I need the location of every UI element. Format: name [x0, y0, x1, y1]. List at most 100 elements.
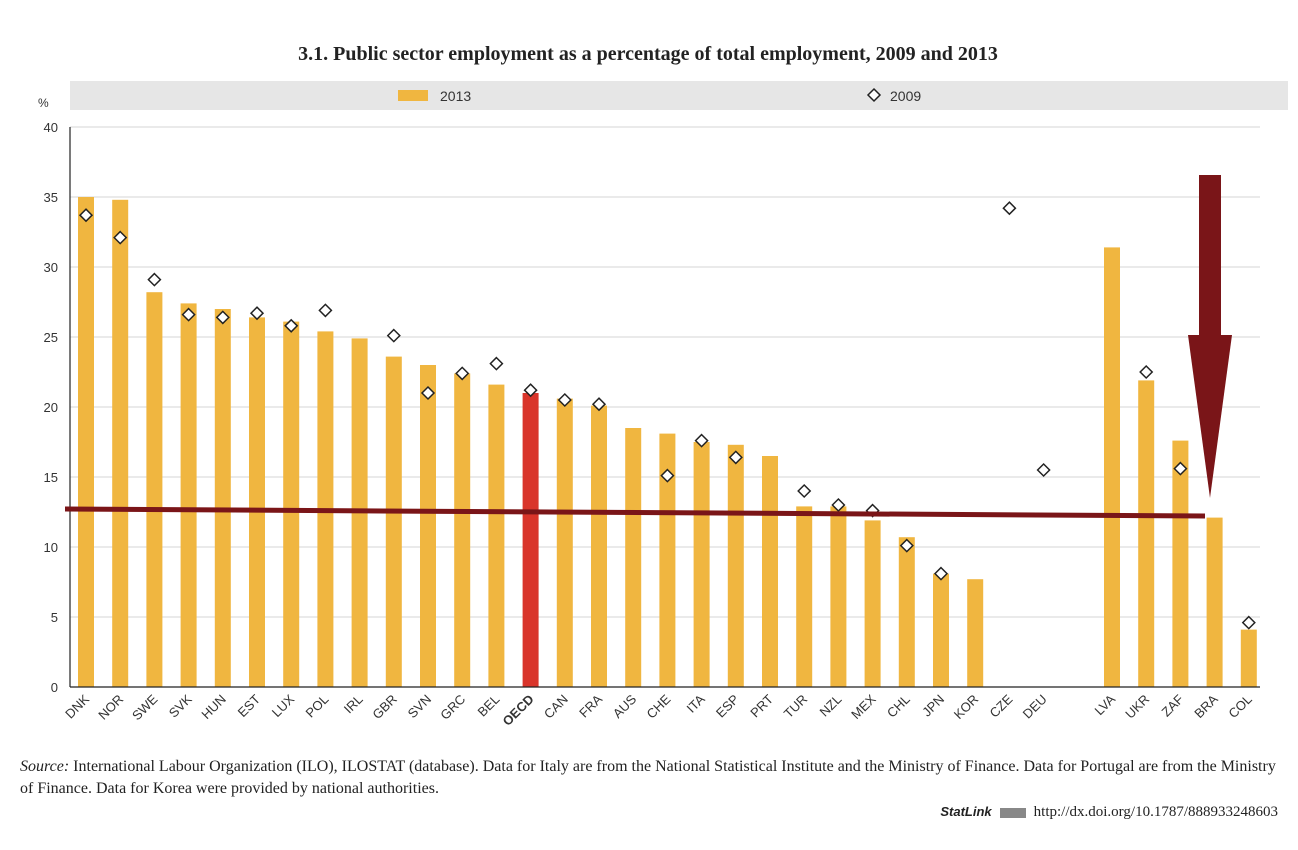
- x-tick-label: EST: [235, 691, 264, 720]
- marker-2009-pol: [318, 303, 333, 318]
- legend-swatch-2013: [398, 90, 428, 101]
- y-tick-label: 25: [44, 330, 58, 345]
- marker-2009-hun: [215, 310, 230, 325]
- source-label: Source:: [20, 758, 70, 775]
- marker-2009-svk: [181, 307, 196, 322]
- reference-line-annotation: [64, 506, 1206, 519]
- bar-zaf: [1172, 440, 1189, 687]
- bar-lux: [283, 321, 300, 687]
- marker-2009-svn: [420, 385, 436, 401]
- y-tick-label: 5: [51, 610, 58, 625]
- y-tick-label: 40: [44, 120, 58, 135]
- marker-2009-esp: [728, 450, 743, 465]
- bar-chl: [898, 537, 915, 687]
- marker-2009-dnk: [78, 208, 94, 223]
- bar-fra: [591, 405, 607, 687]
- bar-esp: [727, 444, 744, 687]
- x-tick-label: CHL: [884, 692, 913, 721]
- marker-2009-gbr: [386, 328, 401, 343]
- bar-kor: [967, 579, 984, 687]
- source-note: Source: International Labour Organizatio…: [20, 756, 1285, 800]
- bar-hun: [214, 309, 231, 687]
- marker-2009-ita: [694, 433, 709, 448]
- x-tick-label: SVN: [405, 692, 435, 722]
- x-tick-label: OECD: [500, 692, 537, 729]
- x-tick-label: KOR: [951, 692, 982, 723]
- x-tick-label: MEX: [848, 691, 879, 722]
- bar-can: [556, 398, 573, 687]
- arrow-annotation: [1188, 175, 1232, 498]
- bar-bel: [488, 384, 505, 687]
- marker-2009-cze: [1002, 201, 1017, 216]
- bar-ita: [693, 442, 710, 687]
- x-tick-label: ZAF: [1159, 691, 1187, 719]
- marker-2009-bel: [489, 356, 504, 371]
- bar-svn: [420, 365, 436, 687]
- x-tick-label: CZE: [987, 691, 1016, 720]
- marker-2009-deu: [1036, 462, 1051, 478]
- x-tick-label: SVK: [166, 691, 195, 720]
- x-tick-label: COL: [1225, 692, 1255, 722]
- marker-2009-grc: [455, 366, 470, 381]
- marker-2009-jpn: [933, 566, 949, 581]
- y-tick-label: 30: [44, 260, 58, 275]
- marker-2009-lux: [284, 318, 299, 333]
- bar-aus: [625, 428, 642, 687]
- y-tick-label: 0: [51, 680, 58, 695]
- x-tick-label: DNK: [62, 691, 92, 721]
- x-tick-label: JPN: [919, 692, 947, 720]
- y-tick-label: 15: [44, 470, 58, 485]
- marker-2009-oecd: [523, 383, 538, 398]
- x-tick-label: ITA: [683, 691, 707, 715]
- marker-2009-zaf: [1173, 461, 1188, 476]
- bar-grc: [454, 373, 471, 687]
- chart-title: 3.1. Public sector employment as a perce…: [298, 43, 998, 65]
- legend-label-2009: 2009: [890, 88, 921, 104]
- bar-gbr: [385, 356, 402, 687]
- statlink-icon: [999, 807, 1026, 818]
- y-tick-label: 35: [44, 190, 58, 205]
- marker-2009-can: [557, 392, 572, 408]
- marker-2009-chl: [899, 538, 914, 553]
- bar-svk: [180, 303, 197, 687]
- bar-prt: [762, 456, 778, 687]
- bar-bra: [1206, 517, 1223, 687]
- legend-band: [70, 81, 1288, 110]
- bar-jpn: [933, 573, 949, 687]
- x-tick-label: LVA: [1091, 691, 1118, 718]
- x-tick-label: SWE: [129, 691, 161, 723]
- statlink-url[interactable]: http://dx.doi.org/10.1787/888933248603: [1033, 804, 1278, 820]
- x-tick-label: AUS: [610, 691, 640, 721]
- x-tick-label: POL: [303, 692, 332, 721]
- x-tick-label: NOR: [95, 692, 126, 723]
- x-tick-label: DEU: [1020, 692, 1050, 722]
- bar-nzl: [830, 506, 847, 687]
- bar-swe: [146, 292, 163, 687]
- marker-2009-est: [249, 306, 265, 321]
- marker-2009-che: [660, 468, 675, 483]
- bar-dnk: [78, 197, 94, 687]
- x-tick-label: FRA: [576, 691, 605, 720]
- bar-est: [249, 317, 265, 687]
- bar-mex: [864, 520, 881, 687]
- x-tick-label: BRA: [1191, 691, 1221, 721]
- marker-2009-swe: [147, 272, 162, 287]
- x-tick-label: GBR: [369, 692, 400, 723]
- x-tick-label: HUN: [198, 692, 229, 723]
- statlink-label: StatLink: [940, 804, 992, 819]
- y-tick-label: 20: [44, 400, 58, 415]
- x-tick-label: TUR: [781, 692, 810, 721]
- x-tick-label: NZL: [817, 692, 845, 720]
- legend-label-2013: 2013: [440, 88, 471, 104]
- statlink[interactable]: StatLink http://dx.doi.org/10.1787/888933…: [940, 804, 1278, 821]
- marker-2009-tur: [797, 483, 812, 499]
- marker-2009-fra: [591, 397, 607, 412]
- bar-che: [659, 433, 676, 687]
- x-tick-label: CAN: [541, 692, 571, 722]
- x-tick-label: LUX: [269, 691, 298, 720]
- bar-col: [1240, 629, 1257, 687]
- bar-tur: [796, 506, 813, 687]
- x-tick-label: GRC: [437, 692, 468, 723]
- source-text: International Labour Organization (ILO),…: [20, 758, 1276, 797]
- x-tick-label: BEL: [475, 692, 503, 720]
